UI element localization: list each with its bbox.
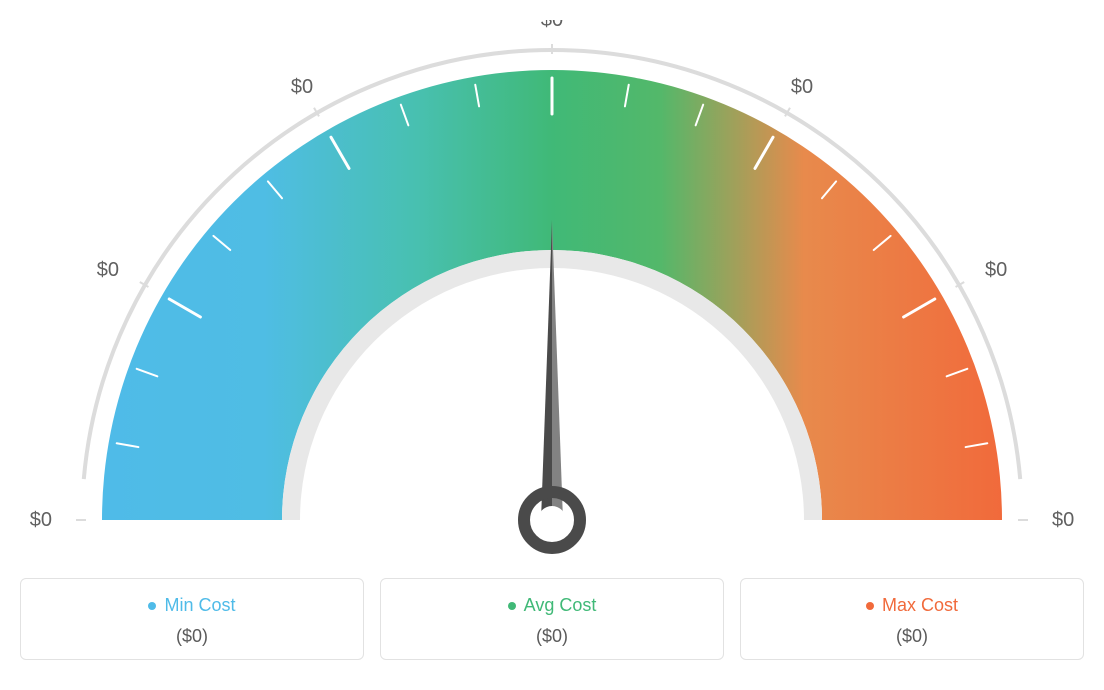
legend-dot-min — [148, 602, 156, 610]
gauge-tick-label: $0 — [97, 259, 119, 281]
legend-dot-avg — [508, 602, 516, 610]
gauge-tick-label: $0 — [1052, 509, 1074, 531]
legend-label-avg: Avg Cost — [508, 595, 597, 616]
legend-card-min: Min Cost ($0) — [20, 578, 364, 660]
gauge-svg-container: $0 $0 $0 $0 $0 $0 $0 — [20, 20, 1084, 560]
gauge-tick-label: $0 — [291, 76, 313, 98]
gauge-tick-label: $0 — [791, 76, 813, 98]
gauge-tick-label: $0 — [30, 509, 52, 531]
legend-card-avg: Avg Cost ($0) — [380, 578, 724, 660]
legend-label-max: Max Cost — [866, 595, 958, 616]
legend-dot-max — [866, 602, 874, 610]
legend-row: Min Cost ($0) Avg Cost ($0) Max Cost ($0… — [20, 578, 1084, 660]
legend-text-min: Min Cost — [164, 595, 235, 616]
legend-label-min: Min Cost — [148, 595, 235, 616]
legend-text-max: Max Cost — [882, 595, 958, 616]
gauge-tick-label: $0 — [541, 20, 563, 31]
legend-card-max: Max Cost ($0) — [740, 578, 1084, 660]
legend-value-avg: ($0) — [391, 626, 713, 647]
legend-value-min: ($0) — [31, 626, 353, 647]
gauge-svg: $0 $0 $0 $0 $0 $0 $0 — [20, 20, 1084, 560]
cost-gauge-chart: $0 $0 $0 $0 $0 $0 $0 Min Cost ($0) Avg Cost ($… — [20, 20, 1084, 660]
legend-value-max: ($0) — [751, 626, 1073, 647]
gauge-tick-label: $0 — [985, 259, 1007, 281]
legend-text-avg: Avg Cost — [524, 595, 597, 616]
